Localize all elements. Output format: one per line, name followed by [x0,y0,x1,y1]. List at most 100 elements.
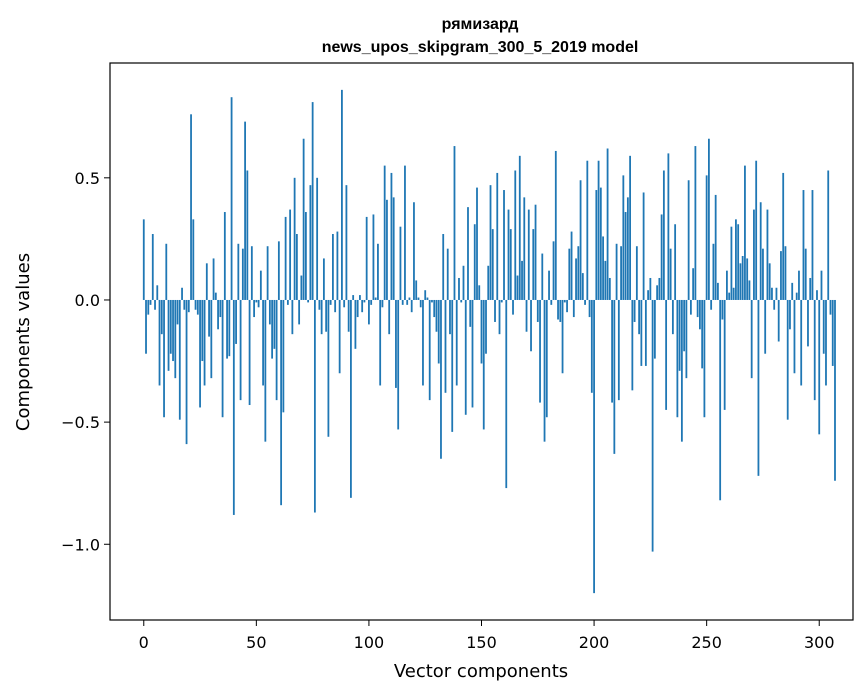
bar-174 [534,204,537,300]
bar-226 [651,299,654,552]
bar-211 [617,299,620,401]
bar-48 [250,246,253,300]
bar-64 [286,299,289,305]
bar-264 [737,224,740,300]
bar-156 [494,299,496,322]
bar-283 [780,251,782,300]
bar-281 [775,287,778,300]
bar-213 [622,175,625,300]
bar-90 [345,185,348,300]
bar-159 [500,299,503,303]
bar-133 [442,234,445,300]
bar-71 [302,138,305,300]
bar-154 [489,185,492,300]
bar-183 [554,150,557,300]
bar-294 [804,248,807,300]
bar-66 [291,299,294,335]
bar-153 [487,265,490,300]
bar-102 [372,214,375,300]
bar-128 [431,299,433,303]
bar-142 [462,265,465,300]
bar-207 [608,277,611,300]
bar-24 [196,299,199,315]
plot-frame [109,62,854,621]
bar-92 [350,299,352,498]
bar-79 [320,299,323,335]
bar-221 [640,299,643,366]
bar-277 [766,209,769,300]
bar-248 [701,299,704,369]
bar-175 [536,299,539,322]
bar-181 [550,299,553,305]
bar-2 [147,299,150,315]
bar-73 [307,299,310,303]
bar-239 [680,299,683,442]
bar-108 [386,199,388,300]
bar-229 [658,277,661,300]
bar-28 [205,263,208,300]
bar-111 [392,197,395,300]
y-axis-ticks: 0.5 0.0 −0.5 −1.0 [61,169,110,554]
bar-269 [748,280,751,300]
bar-14 [174,299,177,379]
bar-182 [552,241,555,300]
bar-107 [383,165,386,300]
y-tick-label: −1.0 [61,535,100,554]
bar-8 [160,299,163,335]
bar-19 [185,299,188,445]
bar-45 [244,121,246,300]
bar-247 [699,299,701,330]
bar-10 [165,243,168,300]
bar-222 [642,192,645,300]
bar-130 [435,299,438,332]
bar-217 [631,299,634,391]
bar-103 [374,297,377,300]
bar-218 [633,299,636,322]
bar-100 [368,299,370,325]
bar-238 [678,299,681,371]
y-tick-label: −0.5 [61,413,100,432]
bar-209 [613,299,616,454]
bar-149 [478,285,481,300]
bar-193 [577,246,580,300]
bar-196 [584,299,586,305]
bar-204 [602,236,604,300]
bar-53 [262,299,264,386]
bar-287 [789,299,791,330]
bar-52 [259,270,262,300]
bar-124 [422,299,424,386]
bar-170 [525,299,528,332]
bar-25 [199,299,201,408]
bar-121 [415,280,418,300]
bar-110 [390,172,393,300]
bar-96 [359,295,361,300]
bar-4 [151,234,154,300]
bar-17 [181,287,183,300]
bar-187 [563,299,566,303]
chart-title: рямизард [442,16,519,33]
bar-249 [703,299,706,418]
bar-85 [334,299,337,313]
bar-298 [813,299,816,401]
bar-118 [408,297,411,300]
bar-214 [624,212,627,300]
bar-7 [158,299,161,386]
bar-60 [277,241,280,300]
bar-191 [572,299,575,318]
bar-236 [674,224,677,300]
bar-70 [300,275,303,300]
bar-179 [545,299,548,418]
bar-129 [433,299,436,318]
chart-subtitle: news_upos_skipgram_300_5_2019 model [322,39,639,56]
bar-250 [705,175,708,300]
bar-263 [735,219,737,300]
bar-203 [599,187,602,300]
bar-280 [773,299,776,310]
bar-244 [692,268,695,300]
bar-234 [669,248,672,300]
bar-208 [611,299,613,403]
bar-143 [464,299,467,415]
bar-276 [764,299,767,354]
bar-36 [223,212,226,300]
bar-135 [446,248,449,300]
